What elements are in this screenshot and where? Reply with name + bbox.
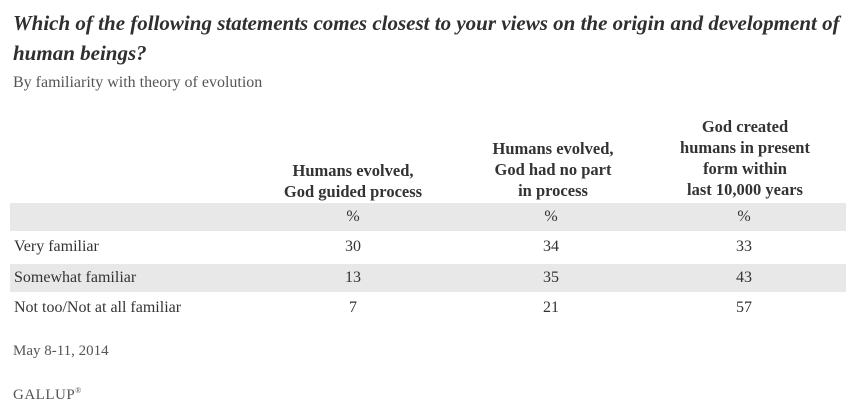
row-label-not-familiar: Not too/Not at all familiar [14, 299, 182, 316]
table-cell: 7 [349, 299, 357, 316]
chart-subtitle: By familiarity with theory of evolution [13, 74, 263, 91]
survey-date: May 8-11, 2014 [13, 343, 109, 359]
unit-cell: % [346, 208, 360, 225]
row-label-somewhat-familiar: Somewhat familiar [14, 269, 137, 286]
unit-row-band [10, 203, 846, 231]
gallup-logo: GALLUP® [13, 386, 82, 404]
unit-cell: % [544, 208, 558, 225]
table-cell: 57 [736, 299, 752, 316]
table-cell: 33 [736, 238, 752, 255]
column-header-god-no-part: Humans evolved, God had no part in proce… [492, 139, 614, 200]
registered-mark: ® [75, 386, 82, 395]
column-header-god-guided: Humans evolved, God guided process [283, 161, 423, 201]
table-cell: 30 [345, 238, 361, 255]
chart-title: Which of the following statements comes … [13, 11, 840, 65]
unit-cell: % [737, 208, 751, 225]
column-header-god-created: God created humans in present form withi… [680, 117, 810, 199]
row-label-very-familiar: Very familiar [14, 238, 99, 255]
row-band-somewhat-familiar [10, 264, 846, 292]
table-cell: 35 [543, 269, 559, 286]
gallup-logo-text: GALLUP [13, 387, 76, 403]
table-cell: 34 [543, 238, 559, 255]
table-cell: 21 [543, 299, 559, 316]
table-cell: 43 [736, 269, 752, 286]
table-cell: 13 [345, 269, 361, 286]
